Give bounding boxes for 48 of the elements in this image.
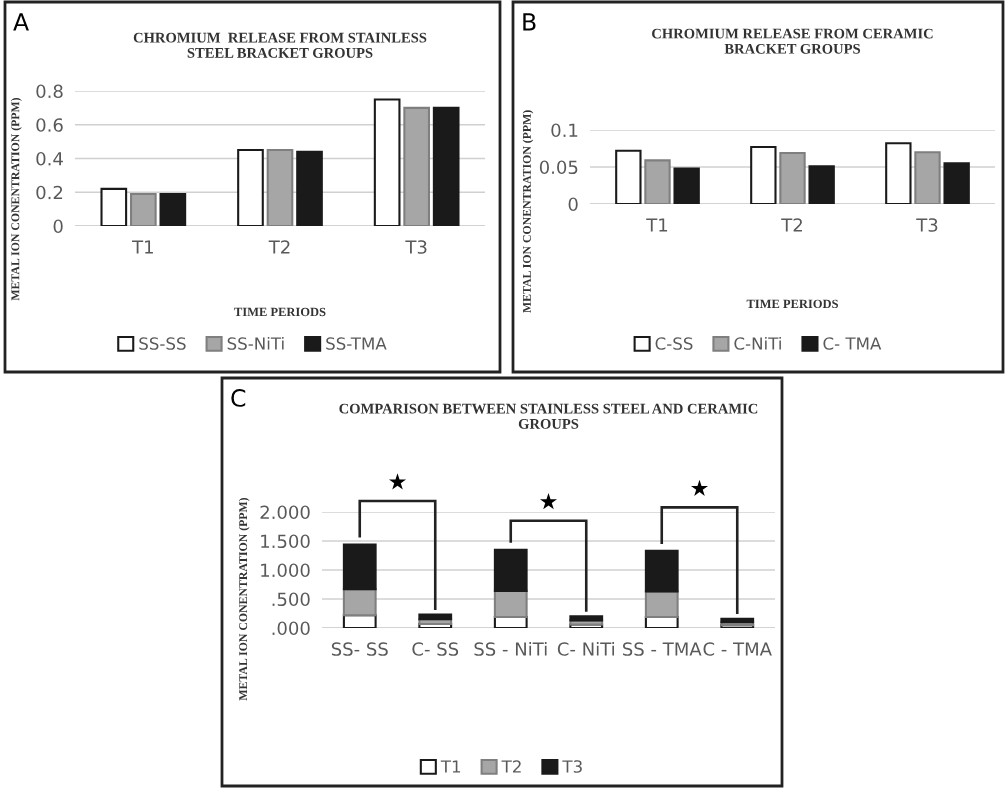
y-tick-label: 0 bbox=[568, 197, 578, 212]
y-tick-label: 0.4 bbox=[36, 151, 63, 166]
x-tick-label: C - TMA bbox=[703, 642, 772, 656]
y-tick-label: 0.8 bbox=[36, 84, 63, 99]
chart-title: CHROMIUM RELEASE FROM CERAMIC BRACKET GROUPS bbox=[652, 28, 933, 54]
x-tick-label: T1 bbox=[646, 218, 668, 232]
x-tick-label: T3 bbox=[916, 218, 938, 232]
y-tick-label: 2.000 bbox=[260, 505, 310, 520]
legend-label: C- TMA bbox=[823, 337, 882, 350]
legend-label: SS-TMA bbox=[326, 337, 387, 350]
legend-label: SS-NiTi bbox=[227, 336, 284, 350]
text: B bbox=[523, 13, 536, 31]
y-axis-title: METAL ION CONENTRATION (PPM) bbox=[238, 497, 250, 701]
x-tick-label: T2 bbox=[781, 218, 802, 232]
y-tick-label: .500 bbox=[272, 592, 310, 607]
text: A bbox=[13, 13, 29, 31]
text: ★ bbox=[388, 473, 407, 490]
y-tick-label: 0.6 bbox=[36, 118, 63, 132]
x-tick-label: SS - NiTi bbox=[474, 641, 547, 656]
x-tick-label: T1 bbox=[132, 240, 153, 254]
y-tick-label: 0.05 bbox=[539, 160, 578, 175]
x-tick-label: SS - TMA bbox=[623, 642, 702, 656]
y-tick-label: 1.000 bbox=[261, 563, 310, 578]
text: ★ bbox=[690, 479, 709, 496]
y-axis-title: METAL ION CONENTRATION (PPM) bbox=[10, 97, 22, 301]
chart-title: COMPARISON BETWEEN STAINLESS STEEL AND CERAMIC GROUPS bbox=[339, 403, 758, 429]
y-tick-label: 0.2 bbox=[36, 185, 63, 200]
text: C bbox=[231, 388, 246, 407]
legend-label: C-SS bbox=[655, 337, 693, 350]
x-tick-label: C- NiTi bbox=[557, 641, 614, 656]
legend-label: T1 bbox=[440, 760, 461, 773]
legend-label: T3 bbox=[562, 760, 582, 773]
x-tick-label: SS- SS bbox=[331, 642, 388, 656]
chart-title: CHROMIUM RELEASE FROM STAINLESS STEEL BRACKET GROUPS bbox=[133, 32, 427, 58]
x-tick-label: T3 bbox=[405, 240, 427, 254]
x-tick-label: C- SS bbox=[412, 642, 459, 656]
y-axis-title: METAL ION CONENTRATION (PPM) bbox=[522, 110, 534, 313]
legend-label: SS-SS bbox=[139, 337, 186, 350]
y-tick-label: .000 bbox=[272, 621, 310, 636]
y-tick-label: 1.500 bbox=[261, 534, 310, 549]
legend-label: T2 bbox=[501, 760, 521, 773]
x-tick-label: T2 bbox=[268, 240, 290, 254]
text: ★ bbox=[539, 493, 558, 510]
legend-label: C-NiTi bbox=[734, 336, 781, 350]
y-tick-label: 0.1 bbox=[551, 123, 578, 138]
x-axis-title: TIME PERIODS bbox=[234, 307, 326, 317]
x-axis-title: TIME PERIODS bbox=[746, 299, 838, 309]
y-tick-label: 0 bbox=[53, 219, 63, 234]
